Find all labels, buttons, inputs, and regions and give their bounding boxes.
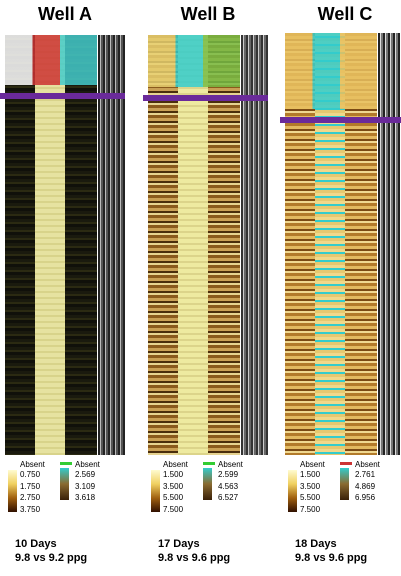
legend-value: 5.500: [163, 493, 183, 502]
legend-value: 2.569: [75, 470, 95, 479]
legend-value: 3.109: [75, 482, 95, 491]
header-section: [148, 35, 240, 87]
legend-value: 6.527: [218, 493, 238, 502]
legend-absent: Absent: [300, 460, 325, 469]
waveform-track: [378, 33, 400, 455]
depth-marker: [0, 93, 125, 99]
legend-value: 1.500: [300, 470, 320, 479]
header-section: [5, 35, 97, 85]
legend-value: 1.500: [163, 470, 183, 479]
depth-marker: [143, 95, 268, 101]
caption: 9.8 vs 9.6 ppg: [158, 552, 230, 564]
caption: 9.8 vs 9.6 ppg: [295, 552, 367, 564]
legend-absent: Absent: [355, 460, 380, 469]
legend-value: 3.750: [20, 505, 40, 514]
legend-value: 1.750: [20, 482, 40, 491]
absent-swatch: [203, 462, 215, 465]
well-title: Well C: [285, 4, 401, 25]
legend-value: 3.618: [75, 493, 95, 502]
header-section: [285, 33, 377, 109]
figure: Well AAbsent0.7501.7502.7503.750Absent2.…: [0, 0, 401, 576]
caption: 18 Days: [295, 538, 337, 550]
legend-value: 4.563: [218, 482, 238, 491]
legend-value: 2.761: [355, 470, 375, 479]
well-title: Well B: [148, 4, 268, 25]
caption: 9.8 vs 9.2 ppg: [15, 552, 87, 564]
caption: 10 Days: [15, 538, 57, 550]
color-scale: [151, 470, 160, 512]
color-scale: [60, 468, 69, 500]
caption: 17 Days: [158, 538, 200, 550]
color-scale: [288, 470, 297, 512]
legend-absent: Absent: [75, 460, 100, 469]
color-scale: [203, 468, 212, 500]
color-scale: [8, 470, 17, 512]
legend-value: 3.500: [163, 482, 183, 491]
color-scale: [340, 468, 349, 500]
absent-swatch: [60, 462, 72, 465]
absent-swatch: [340, 462, 352, 465]
legend-value: 7.500: [300, 505, 320, 514]
depth-marker: [280, 117, 401, 123]
legend-value: 6.956: [355, 493, 375, 502]
legend-value: 2.599: [218, 470, 238, 479]
legend-value: 5.500: [300, 493, 320, 502]
legend-value: 3.500: [300, 482, 320, 491]
legend-value: 7.500: [163, 505, 183, 514]
legend-value: 4.869: [355, 482, 375, 491]
legend-value: 0.750: [20, 470, 40, 479]
legend-absent: Absent: [20, 460, 45, 469]
legend-absent: Absent: [218, 460, 243, 469]
legend-absent: Absent: [163, 460, 188, 469]
well-title: Well A: [5, 4, 125, 25]
legend-value: 2.750: [20, 493, 40, 502]
